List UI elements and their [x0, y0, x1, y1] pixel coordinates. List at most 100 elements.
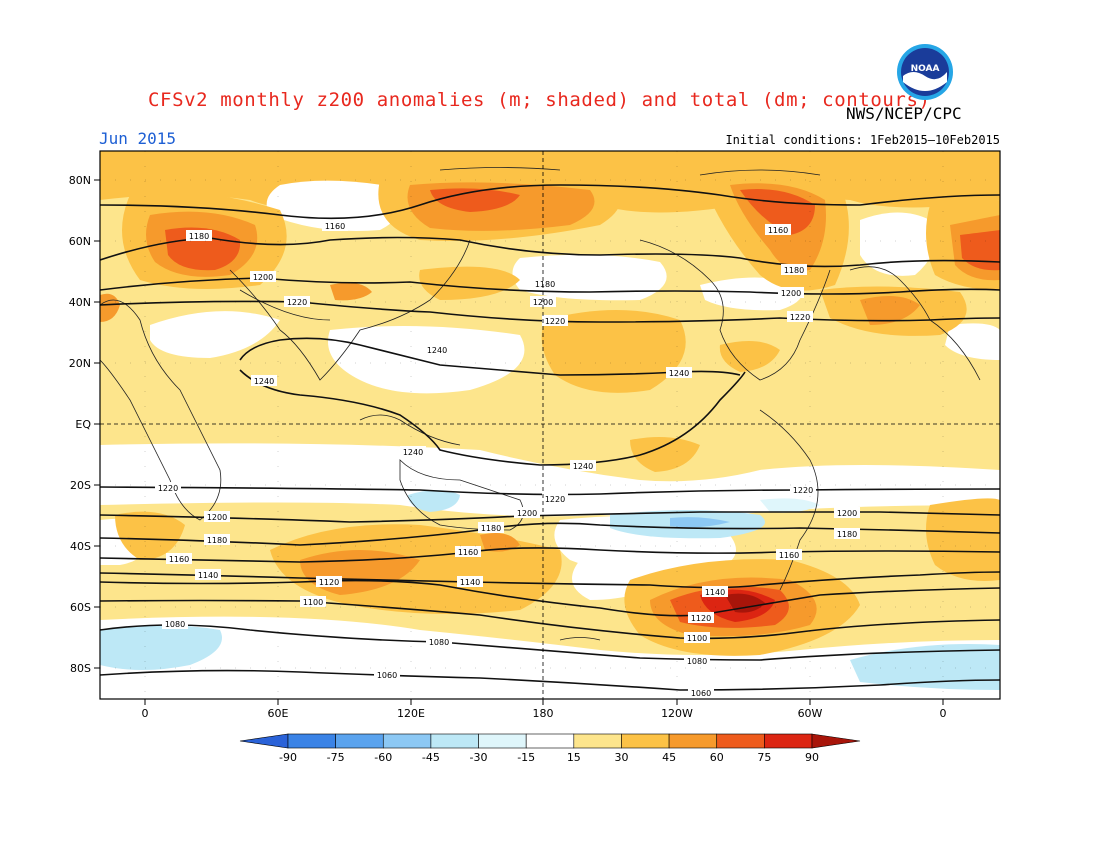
- shade-pos-caribbean: [719, 341, 780, 372]
- contour-label-1240-pac: 1240: [669, 369, 689, 378]
- shade-north-band: [100, 151, 1000, 214]
- contour-label-1160-can: 1160: [768, 226, 788, 235]
- forecast-month: Jun 2015: [99, 129, 177, 148]
- contour-label-1220-s-3: 1220: [793, 486, 813, 495]
- lat-label-60s: 60S: [70, 601, 91, 614]
- contour-1200-n: [100, 277, 1000, 295]
- map-frame: [99, 150, 1001, 700]
- contour-label-1180-eur: 1180: [189, 232, 209, 241]
- contour-label-1200-s-1: 1200: [207, 513, 227, 522]
- contour-label-1120-s-1: 1120: [319, 578, 339, 587]
- contour-1240-eq: [239, 369, 746, 466]
- latitude-labels: 80N 60N 40N 20N EQ 20S 40S 60S 80S: [69, 174, 92, 675]
- shade-neutral-europe: [860, 212, 935, 276]
- lon-label-60e: 60E: [268, 707, 289, 720]
- colorbar-label: -60: [374, 751, 392, 764]
- shade-neutral-atlantic-mid: [945, 323, 1000, 360]
- shade-pos-nw-pacific: [419, 266, 520, 300]
- contour-label-1200-atl: 1200: [781, 289, 801, 298]
- contour-1100-s: [100, 599, 1000, 640]
- shade-pos3-europe-e: [960, 230, 1000, 271]
- contour-label-1220-s-2: 1220: [545, 495, 565, 504]
- contour-label-1060-s-1: 1060: [377, 671, 397, 680]
- contour-label-1160-s-2: 1160: [458, 548, 478, 557]
- shade-neutral-ne-pacific: [512, 254, 667, 301]
- lon-label-120w: 120W: [661, 707, 693, 720]
- colorbar-swatch: [430, 733, 479, 749]
- map-title: CFSv2 monthly z200 anomalies (m; shaded)…: [148, 89, 931, 111]
- lon-label-60w: 60W: [798, 707, 823, 720]
- contour-label-1220-atl: 1220: [790, 313, 810, 322]
- contour-label-1180-s-2: 1180: [481, 524, 501, 533]
- contour-label-1200-asia: 1200: [253, 273, 273, 282]
- shade-neutral-indian: [328, 326, 525, 394]
- shade-neutral-tropics-s: [100, 443, 1000, 517]
- contour-label-1100-s-2: 1100: [687, 634, 707, 643]
- contour-label-1080-s-2: 1080: [429, 638, 449, 647]
- shade-pos-s-indian: [270, 524, 562, 614]
- contour-label-1180-atl: 1180: [784, 266, 804, 275]
- colorbar-label: -45: [422, 751, 440, 764]
- shade-neg-antarctic-w: [100, 625, 222, 670]
- colorbar-swatch: [716, 733, 765, 749]
- contour-1060-s: [100, 669, 1000, 691]
- colorbar-swatch: [287, 733, 336, 749]
- shade-pos-europe-e: [926, 200, 1000, 290]
- lat-label-40s: 40S: [70, 540, 91, 553]
- lat-label-40n: 40N: [69, 296, 91, 309]
- shade-pos4-s-pacific: [700, 589, 775, 622]
- shade-pos2-s-pacific: [650, 577, 817, 637]
- lat-label-80n: 80N: [69, 174, 91, 187]
- contour-label-1100-s-1: 1100: [303, 598, 323, 607]
- shade-pos-n-pacific: [541, 310, 686, 393]
- shade-neg-south-pacific-core: [670, 517, 730, 528]
- shade-neutral-antarctic: [100, 616, 1000, 699]
- axis-ticks: [94, 179, 944, 705]
- shade-pos2-europe: [146, 211, 258, 277]
- shade-pos2-europe-e: [950, 215, 1000, 281]
- shade-neutral-south-ind: [100, 518, 160, 565]
- shade-pos2-w-europe-edge: [100, 293, 120, 322]
- contour-label-1080-s-1: 1080: [165, 620, 185, 629]
- contour-label-1180-pac: 1180: [535, 280, 555, 289]
- colorbar-arrow-high: [811, 733, 861, 749]
- contour-label-1200-s-3: 1200: [837, 509, 857, 518]
- noaa-logo-text: NOAA: [911, 64, 940, 74]
- shade-pos2-tasman: [480, 532, 520, 552]
- shade-pos3-s-pacific: [670, 586, 789, 628]
- colorbar-swatch: [621, 733, 670, 749]
- colorbar-label: 90: [805, 751, 819, 764]
- colorbar-swatch: [478, 733, 527, 749]
- contour-label-1220-asia: 1220: [287, 298, 307, 307]
- lon-label-0-w: 0: [142, 707, 149, 720]
- lon-label-0-e: 0: [940, 707, 947, 720]
- contour-label-1220-pac: 1220: [545, 317, 565, 326]
- colorbar-label: 15: [567, 751, 581, 764]
- shade-pos-siberia: [378, 175, 620, 241]
- shade-pos2-s-indian: [300, 550, 420, 595]
- shade-neg-pacific-s-2: [760, 498, 820, 513]
- map-background: [100, 151, 1000, 699]
- colorbar-swatch: [668, 733, 718, 749]
- lat-label-80s: 80S: [70, 662, 91, 675]
- contour-label-1060-s-2: 1060: [691, 689, 711, 698]
- shade-pos-s-pacific: [624, 559, 860, 656]
- shade-neutral-s-atlantic: [572, 560, 660, 600]
- contour-1220-n: [100, 300, 1000, 323]
- contour-label-1160-s-3: 1160: [779, 551, 799, 560]
- contour-1220-s: [100, 486, 1000, 496]
- colorbar-label: 60: [710, 751, 724, 764]
- colorbar-swatch: [525, 733, 575, 749]
- contour-label-1160-n: 1160: [325, 222, 345, 231]
- contour-1180-n: [100, 236, 1000, 268]
- shade-neg-south-pacific: [610, 510, 765, 539]
- contour-1140-s: [100, 571, 1000, 589]
- lat-label-20n: 20N: [69, 357, 91, 370]
- shade-neutral-arctic-1: [266, 180, 403, 231]
- shade-neutral-africa-n: [150, 311, 280, 358]
- colorbar-label: -75: [327, 751, 345, 764]
- shade-pos2-siberia: [407, 182, 595, 231]
- contour-label-1180-s-3: 1180: [837, 530, 857, 539]
- shade-neg-australia: [408, 490, 460, 512]
- shade-pos2-caspian: [330, 282, 372, 301]
